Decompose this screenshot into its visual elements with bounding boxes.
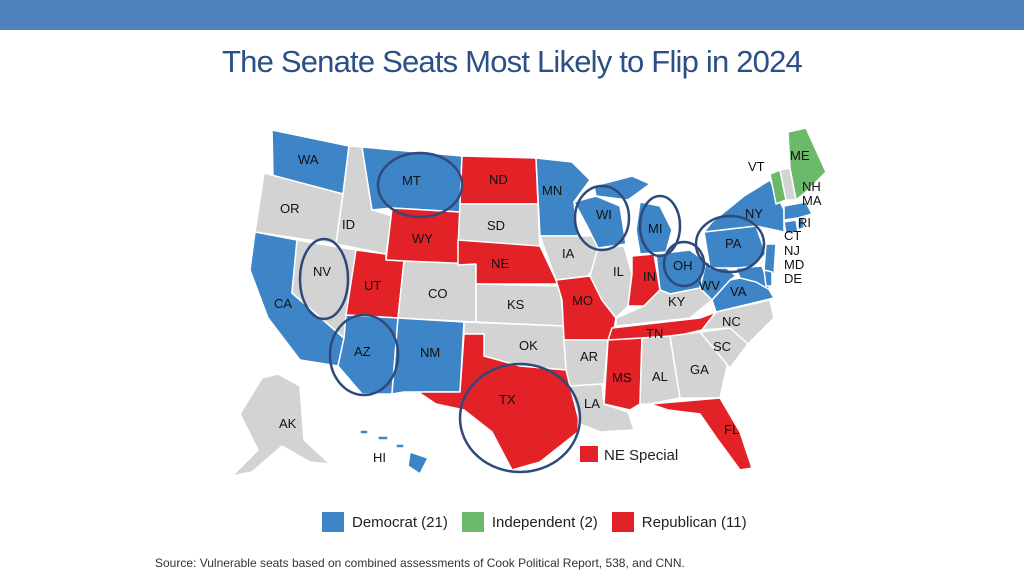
flip-circle-tx [458, 362, 582, 474]
state-hi-1 [359, 429, 369, 435]
label-nm: NM [420, 345, 440, 360]
state-ct [783, 219, 799, 235]
label-id: ID [342, 217, 355, 232]
label-sc: SC [713, 339, 731, 354]
label-ny: NY [745, 206, 763, 221]
label-ia: IA [562, 246, 575, 261]
legend-democrat-label: Democrat (21) [352, 513, 448, 531]
label-ma: MA [802, 193, 822, 208]
legend: Democrat (21) Independent (2) Republican… [322, 512, 761, 532]
label-wa: WA [298, 152, 319, 167]
label-de: DE [784, 271, 802, 286]
label-nj: NJ [784, 243, 800, 258]
header-bar [0, 0, 1024, 30]
legend-republican: Republican (11) [611, 512, 747, 532]
state-mi [593, 175, 651, 201]
label-ne: NE [491, 256, 509, 271]
label-hi: HI [373, 450, 386, 465]
flip-circle-az [328, 313, 400, 397]
label-ky: KY [668, 294, 686, 309]
state-hi-3 [395, 443, 405, 449]
label-fl: FL [724, 422, 739, 437]
source-note: Source: Vulnerable seats based on combin… [155, 556, 685, 570]
state-ri [797, 217, 805, 231]
state-me [787, 127, 827, 201]
label-az: AZ [354, 344, 371, 359]
legend-independent: Independent (2) [461, 512, 598, 532]
label-md: MD [784, 257, 804, 272]
label-nd: ND [489, 172, 508, 187]
label-vt: VT [748, 159, 765, 174]
page-title: The Senate Seats Most Likely to Flip in … [222, 44, 803, 79]
state-la [569, 383, 635, 433]
state-ms [603, 337, 643, 411]
ne-special-swatch [580, 446, 598, 462]
flip-circle-nv [298, 237, 350, 321]
flip-circle-mi [638, 194, 682, 258]
flip-circle-wi [573, 184, 631, 252]
label-wi: WI [596, 207, 612, 222]
state-hi-2 [377, 435, 389, 441]
label-sd: SD [487, 218, 505, 233]
legend-democrat: Democrat (21) [322, 512, 448, 532]
ne-special-label: NE Special [604, 447, 678, 464]
label-la: LA [584, 396, 600, 411]
label-ak: AK [279, 416, 297, 431]
state-fl [649, 397, 753, 471]
label-va: VA [730, 284, 747, 299]
state-hi-4 [407, 451, 429, 475]
flip-circle-mt [376, 151, 464, 219]
label-mn: MN [542, 183, 562, 198]
label-or: OR [280, 201, 300, 216]
label-tx: TX [499, 392, 516, 407]
label-mt: MT [402, 173, 421, 188]
label-ct: CT [784, 228, 801, 243]
label-mi: MI [648, 221, 662, 236]
legend-republican-swatch [611, 512, 634, 532]
label-ar: AR [580, 349, 598, 364]
label-co: CO [428, 286, 448, 301]
label-ca: CA [274, 296, 292, 311]
label-mo: MO [572, 293, 593, 308]
label-wv: WV [699, 278, 720, 293]
label-oh: OH [673, 258, 693, 273]
label-al: AL [652, 369, 668, 384]
label-ri: RI [798, 215, 811, 230]
label-nh: NH [802, 179, 821, 194]
label-in: IN [643, 269, 656, 284]
state-ma [783, 201, 813, 221]
label-ut: UT [364, 278, 381, 293]
label-me: ME [790, 148, 810, 163]
label-il: IL [613, 264, 624, 279]
label-pa: PA [725, 236, 742, 251]
state-ny [703, 179, 785, 233]
state-il [589, 245, 633, 319]
label-nc: NC [722, 314, 741, 329]
state-de [763, 269, 773, 287]
label-ga: GA [690, 362, 709, 377]
label-nv: NV [313, 264, 331, 279]
state-nj [763, 243, 777, 275]
state-al [639, 335, 681, 405]
label-ks: KS [507, 297, 525, 312]
legend-republican-label: Republican (11) [641, 513, 747, 531]
flip-circle-oh [662, 240, 706, 288]
state-md [735, 265, 771, 291]
flip-circle-pa [694, 214, 766, 274]
state-ak [231, 373, 331, 477]
label-ok: OK [519, 338, 538, 353]
legend-democrat-swatch [322, 512, 344, 532]
label-tn: TN [646, 326, 663, 341]
legend-independent-swatch [461, 512, 484, 532]
label-ms: MS [612, 370, 632, 385]
label-wy: WY [412, 231, 433, 246]
legend-independent-label: Independent (2) [491, 513, 598, 531]
